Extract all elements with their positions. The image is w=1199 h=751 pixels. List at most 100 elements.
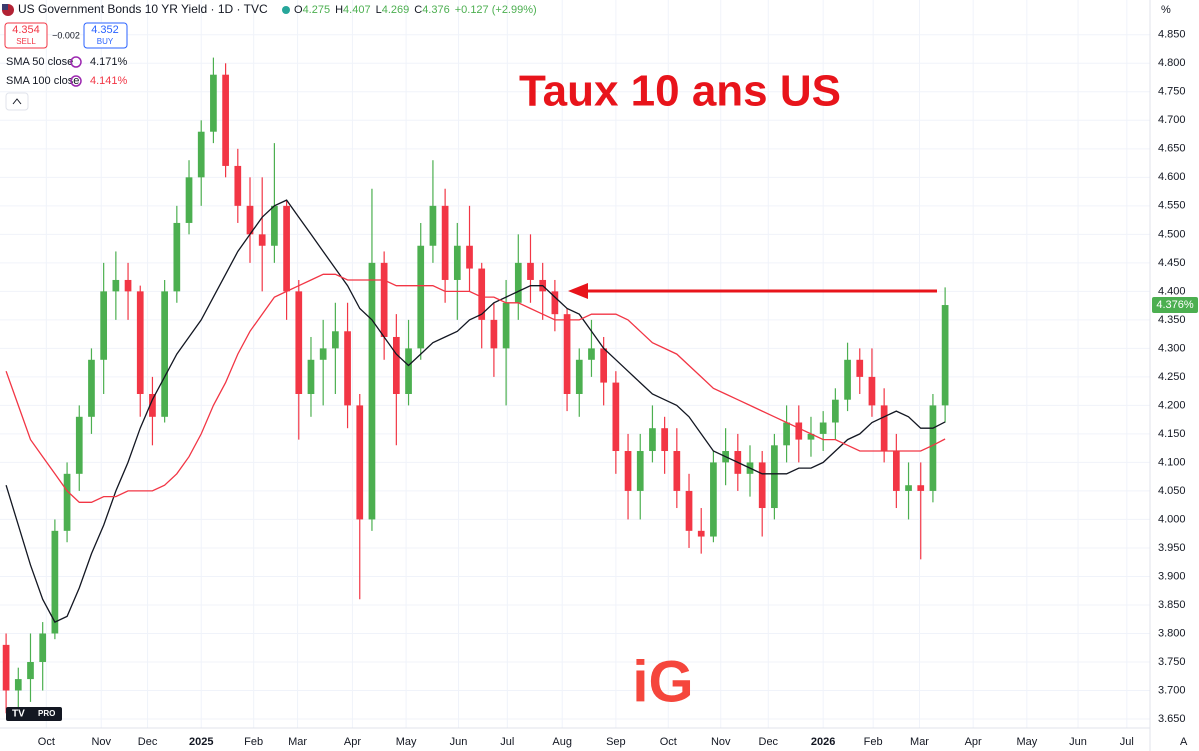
- candle-body: [478, 268, 486, 320]
- candle-body: [771, 445, 778, 509]
- x-tick-label: May: [1016, 736, 1037, 748]
- ohlc-value: 4.275: [303, 4, 331, 16]
- buy-label: BUY: [97, 37, 114, 46]
- x-tick-label: Apr: [344, 736, 361, 748]
- y-tick-label: 4.800: [1158, 57, 1186, 69]
- candle-body: [600, 348, 608, 383]
- candle-body: [892, 451, 900, 491]
- buy-button[interactable]: [83, 22, 128, 49]
- y-tick-label: 3.700: [1158, 684, 1186, 696]
- candle-body: [551, 291, 559, 315]
- candle-body: [27, 661, 34, 680]
- candle-body: [63, 473, 71, 531]
- y-tick-label: 3.900: [1158, 570, 1186, 582]
- y-tick-label: 4.300: [1158, 342, 1186, 354]
- x-tick-label: Feb: [864, 736, 883, 748]
- symbol-title: US Government Bonds 10 YR Yield · 1D · T…: [18, 2, 268, 16]
- candle-body: [575, 359, 583, 394]
- y-tick-label: 3.800: [1158, 627, 1186, 639]
- candle-body: [368, 262, 376, 520]
- x-tick-label: Mar: [288, 736, 307, 748]
- ohlc-value: 4.269: [382, 4, 410, 16]
- time-axis: Oct Nov Dec 2025 Feb Mar Apr May Jun Jul Aug Sep Oct…: [38, 736, 1134, 748]
- legend-value: 4.141%: [90, 75, 128, 87]
- x-tick-label: Nov: [711, 736, 731, 748]
- legend-value: 4.171%: [90, 56, 128, 68]
- last-price-label: 4.376%: [1156, 299, 1194, 311]
- candle-body: [271, 205, 278, 246]
- unit-label: %: [1161, 4, 1171, 16]
- y-tick-label: 4.200: [1158, 399, 1186, 411]
- candle-body: [441, 205, 449, 280]
- svg-text:PRO: PRO: [38, 709, 55, 718]
- settings-icon: [70, 56, 82, 68]
- candle-body: [685, 490, 693, 531]
- x-tick-label: Oct: [660, 736, 677, 748]
- candle-body: [649, 428, 656, 452]
- candle-body: [612, 382, 620, 452]
- candle-body: [258, 234, 266, 246]
- last-price-marker: 4.376%: [1152, 297, 1198, 314]
- candle-body: [173, 222, 181, 292]
- candle-body: [161, 291, 168, 417]
- x-tick-label: May: [396, 736, 417, 748]
- grid: [0, 0, 1150, 728]
- settings-icon: [70, 75, 82, 87]
- ohlc-key: O: [294, 4, 303, 16]
- x-tick-label: 2025: [189, 736, 213, 748]
- candle-body: [880, 405, 888, 452]
- svg-text:TV: TV: [12, 709, 25, 720]
- y-tick-label: 4.350: [1158, 314, 1186, 326]
- collapse-button[interactable]: [5, 92, 29, 111]
- y-tick-label: 3.950: [1158, 542, 1186, 554]
- candle-body: [136, 291, 144, 394]
- ig-logo: iG: [632, 649, 693, 714]
- legend-name: SMA 50 close: [6, 56, 73, 68]
- candle-body: [941, 305, 949, 406]
- candle-body: [417, 245, 425, 349]
- x-tick-label: Sep: [606, 736, 626, 748]
- sma-line: [5, 273, 946, 503]
- candle-body: [490, 319, 498, 349]
- y-tick-label: 4.150: [1158, 428, 1186, 440]
- candle-body: [149, 393, 156, 417]
- candle-body: [185, 177, 193, 223]
- candle-body: [453, 245, 461, 280]
- candle-body: [380, 262, 388, 337]
- sell-label: SELL: [16, 37, 36, 46]
- x-tick-label: Mar: [910, 736, 929, 748]
- auto-scale-button[interactable]: A: [1180, 736, 1188, 748]
- y-tick-label: 4.000: [1158, 513, 1186, 525]
- candle-body: [783, 422, 790, 446]
- y-tick-label: 4.550: [1158, 200, 1186, 212]
- candle-body: [502, 302, 510, 349]
- y-tick-label: 4.250: [1158, 371, 1186, 383]
- candle-body: [429, 205, 437, 246]
- candle-body: [929, 405, 937, 491]
- candle-body: [819, 422, 827, 434]
- x-tick-label: Jul: [1120, 736, 1134, 748]
- candle-body: [868, 376, 876, 406]
- candle-body: [758, 462, 766, 509]
- legend-name: SMA 100 close: [6, 75, 79, 87]
- candle-body: [661, 428, 668, 452]
- candle-body: [588, 348, 595, 360]
- buy-price: 4.352: [91, 24, 119, 36]
- annotation-arrow: [568, 283, 937, 299]
- x-tick-label: Aug: [552, 736, 572, 748]
- candle-body: [332, 331, 339, 349]
- candle-body: [283, 205, 290, 292]
- spread: −0.002: [52, 30, 80, 40]
- sell-button[interactable]: [4, 22, 48, 49]
- y-tick-label: 4.450: [1158, 257, 1186, 269]
- ohlc-value: 4.407: [343, 4, 371, 16]
- symbol-legend: US Government Bonds 10 YR Yield · 1D · T…: [2, 2, 537, 16]
- sell-price: 4.354: [12, 24, 40, 36]
- candle-body: [563, 314, 571, 394]
- trade-buttons: 4.354 SELL −0.002 4.352 BUY: [4, 22, 128, 49]
- candle-body: [807, 433, 815, 440]
- candle-body: [856, 359, 864, 377]
- candle-body: [124, 279, 132, 292]
- candle-body: [527, 262, 534, 280]
